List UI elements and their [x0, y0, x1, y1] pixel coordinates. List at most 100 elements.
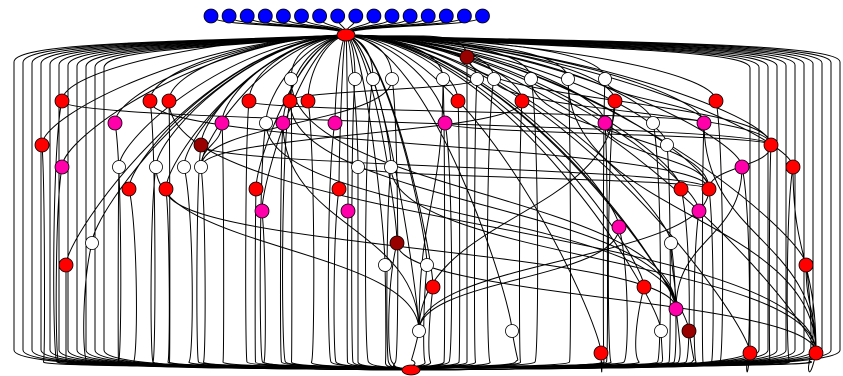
source-node [420, 8, 436, 24]
white-node [505, 324, 519, 338]
edge [61, 34, 347, 168]
edge [61, 100, 772, 146]
edge [493, 78, 772, 146]
edge [409, 226, 628, 371]
edge [345, 34, 700, 212]
red-node [514, 93, 530, 109]
edge [604, 122, 710, 190]
edge [103, 34, 412, 371]
white-node [366, 72, 380, 86]
red-node [54, 93, 70, 109]
magenta-node [254, 203, 270, 219]
edge [345, 34, 420, 332]
magenta-node [668, 301, 684, 317]
source-node [384, 8, 400, 24]
edge [345, 34, 662, 332]
white-node [348, 72, 362, 86]
magenta-node [696, 115, 712, 131]
edge [418, 226, 620, 332]
edge [345, 34, 672, 244]
edge [200, 78, 393, 168]
edge [183, 34, 347, 168]
edge [345, 34, 602, 354]
white-node [194, 160, 208, 174]
red-node [425, 279, 441, 295]
white-node [385, 72, 399, 86]
red-node [282, 93, 298, 109]
edge [41, 144, 412, 371]
source-node [402, 8, 418, 24]
edge [410, 166, 794, 371]
white-node [378, 258, 392, 272]
edge [290, 78, 677, 310]
white-node [420, 258, 434, 272]
source-node [348, 8, 364, 24]
red-node [673, 181, 689, 197]
magenta-node [611, 219, 627, 235]
edge [409, 330, 664, 371]
red-node [121, 181, 137, 197]
top-hub [336, 28, 356, 42]
white-node [85, 236, 99, 250]
source-node [257, 8, 273, 24]
edge [118, 34, 347, 168]
white-node [384, 160, 398, 174]
edge [345, 34, 751, 354]
red-node [161, 93, 177, 109]
edge [346, 210, 412, 371]
red-node [607, 93, 623, 109]
red-node [708, 93, 724, 109]
edge [345, 34, 446, 124]
edge [261, 34, 347, 212]
edge [345, 34, 349, 212]
red-node [34, 137, 50, 153]
magenta-node [340, 203, 356, 219]
edge [410, 188, 714, 371]
source-node [438, 8, 454, 24]
red-node [593, 345, 609, 361]
white-node [487, 72, 501, 86]
red-node [798, 257, 814, 273]
edge [409, 144, 671, 371]
edge [345, 34, 654, 124]
white-node [284, 72, 298, 86]
white-node [660, 138, 674, 152]
edge [396, 242, 817, 354]
red-node [742, 345, 758, 361]
edge [408, 78, 539, 371]
white-node [646, 116, 660, 130]
source-node [221, 8, 237, 24]
edge [91, 34, 347, 244]
edge [357, 166, 710, 190]
edge [289, 78, 478, 102]
magenta-node [597, 115, 613, 131]
edge [345, 34, 645, 288]
edge [530, 78, 710, 190]
edge [65, 34, 347, 266]
source-node [475, 8, 490, 24]
bottom-hub [401, 364, 421, 376]
edge [444, 122, 772, 146]
edge [357, 167, 412, 371]
edge [165, 34, 347, 190]
magenta-node [214, 115, 230, 131]
white-node [561, 72, 575, 86]
source-node [330, 8, 346, 24]
magenta-node [327, 115, 343, 131]
edge [345, 34, 428, 266]
edge [307, 100, 412, 371]
edge [390, 166, 817, 354]
edge [418, 188, 710, 332]
nodes [34, 8, 824, 376]
red-node [763, 137, 779, 153]
source-node [275, 8, 291, 24]
dark-red-node [459, 49, 475, 65]
red-node [248, 181, 264, 197]
dark-red-node [193, 137, 209, 153]
white-node [654, 324, 668, 338]
edge [165, 188, 412, 371]
edge [670, 242, 677, 310]
edge [567, 78, 817, 354]
red-node [636, 279, 652, 295]
